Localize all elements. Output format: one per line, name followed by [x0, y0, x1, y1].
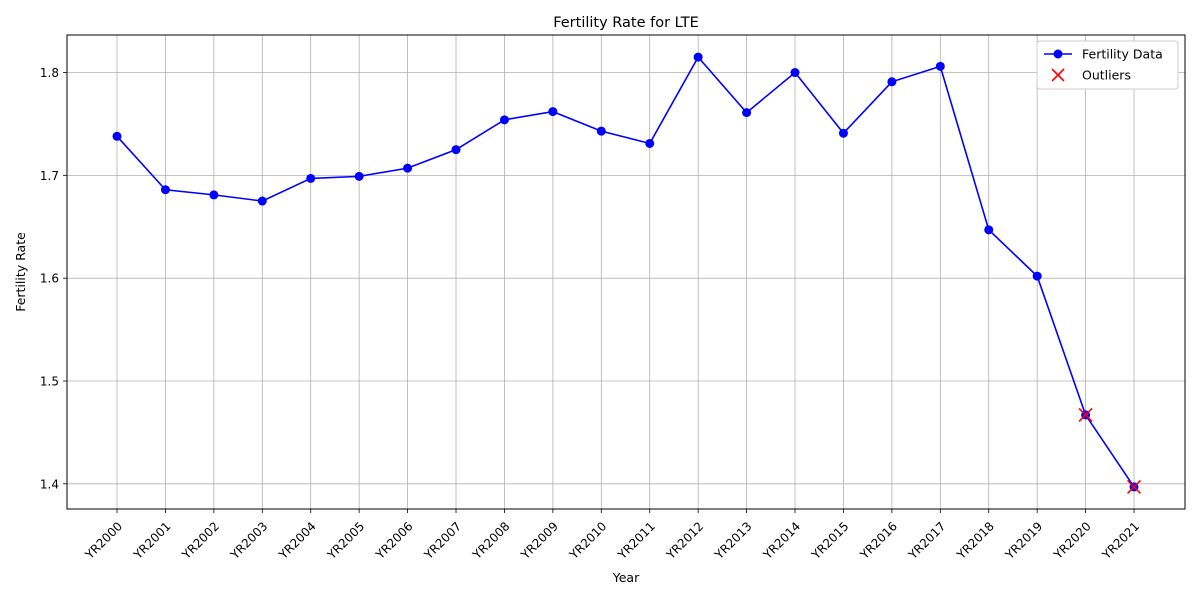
data-point	[742, 108, 752, 118]
data-point	[790, 68, 800, 78]
data-point	[209, 190, 219, 200]
data-point	[257, 196, 267, 206]
data-point	[693, 52, 703, 62]
data-point	[887, 77, 897, 87]
plot-frame	[66, 34, 1186, 510]
outlier-marker	[1078, 407, 1093, 422]
y-tick-label: 1.4	[40, 477, 59, 491]
outliers	[1078, 407, 1142, 494]
data-point	[645, 138, 655, 148]
series	[112, 52, 1139, 492]
data-point	[112, 131, 122, 141]
series-line-fertility	[116, 55, 1135, 488]
legend-label-fertility: Fertility Data	[1082, 47, 1163, 62]
chart-title: Fertility Rate for LTE	[553, 15, 699, 31]
y-tick-label: 1.8	[40, 66, 59, 80]
legend-box	[1036, 40, 1179, 90]
data-point	[403, 163, 413, 173]
y-tick-label: 1.5	[40, 374, 59, 388]
data-point	[838, 128, 848, 138]
outlier-marker	[1126, 479, 1142, 494]
legend-label-outliers: Outliers	[1082, 68, 1131, 83]
data-point	[596, 126, 606, 136]
y-tick-label: 1.7	[40, 169, 59, 183]
legend: Fertility Data Outliers	[1036, 40, 1179, 90]
data-point	[306, 173, 316, 183]
data-point	[984, 225, 994, 235]
data-point	[935, 61, 945, 71]
data-point	[160, 185, 170, 195]
data-point	[499, 115, 509, 125]
grid	[67, 35, 1185, 509]
y-axis-label: Fertility Rate	[13, 232, 28, 312]
legend-marker-sample	[1053, 49, 1063, 59]
legend-outlier-marker	[1051, 68, 1065, 82]
data-point	[451, 145, 461, 155]
y-tick-label: 1.6	[40, 272, 59, 286]
x-axis-label: Year	[612, 570, 640, 585]
data-point	[1032, 271, 1042, 281]
data-point	[548, 107, 558, 117]
data-point	[354, 171, 364, 181]
